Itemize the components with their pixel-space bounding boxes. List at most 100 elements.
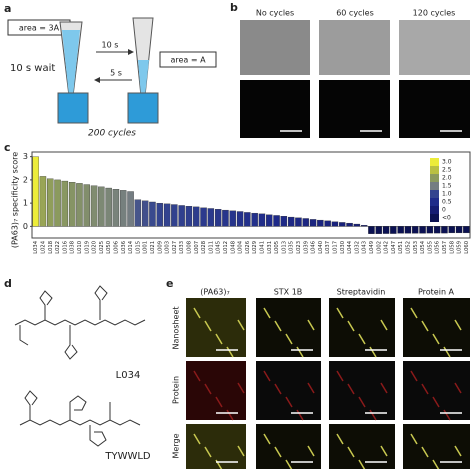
x-tick-label: L007 [194,241,200,254]
x-tick-label: L017 [332,241,338,254]
micrograph [240,20,310,75]
x-tick-label: L023 [296,241,302,254]
bar [324,220,331,227]
bar [149,201,156,227]
bar [90,185,98,227]
bar [54,179,61,227]
bar [426,226,434,234]
fiber [454,319,462,331]
colorbar-label: 0.5 [442,199,452,206]
fiber [454,445,462,457]
pipette-fill [62,30,80,96]
x-tick-label: L043 [362,241,368,254]
fiber [347,320,355,332]
bar [375,226,382,234]
bar [441,226,448,234]
x-tick-label: L029 [252,241,258,254]
bar [463,226,470,234]
fiber [193,307,201,319]
x-tick-label: L024 [40,240,46,253]
bar [200,207,207,227]
column-header: STX 1B [274,288,303,297]
panel-label: a [4,2,11,15]
structure [64,325,78,360]
fiber [380,382,388,394]
fiber [237,319,245,331]
fiber [215,333,223,345]
bar [448,226,455,234]
micrograph [329,298,395,357]
x-tick-label: L022 [55,241,61,254]
bar [404,226,412,234]
bar [251,212,258,227]
x-tick-label: L014 [128,240,134,253]
bar [339,222,346,227]
fiber [215,396,223,408]
x-tick-label: L028 [201,241,207,254]
x-tick-label: L055 [427,241,433,254]
colorbar-swatch [430,198,439,206]
micrograph [186,298,246,357]
y-axis-label: (PA63)₇ specificity score [11,152,20,248]
colorbar-label: 2.5 [442,167,452,174]
x-tick-label: L003 [165,241,171,254]
bar [207,208,215,227]
bar [112,189,120,227]
fiber [296,409,304,421]
bar [156,202,163,227]
micrograph [256,298,321,357]
x-tick-label: L016 [62,241,68,254]
bar [98,186,105,227]
fiber [358,396,366,408]
bar [193,206,200,227]
x-tick-label: L058 [449,241,455,254]
fiber [204,446,212,458]
pipette-fill [138,60,149,96]
fiber [285,459,293,471]
colorbar-swatch [430,182,439,190]
micrograph [319,80,390,138]
annotation: 200 cycles [88,129,136,139]
annotation: 10 s wait [10,63,55,74]
fiber [307,319,315,331]
x-tick-label: L051 [398,241,404,254]
fiber [193,433,201,445]
x-tick-label: L036 [121,241,127,254]
beaker [127,92,159,124]
fiber [432,333,440,345]
x-tick-label: L033 [179,241,185,254]
x-tick-label: L031 [267,241,273,254]
annotation: area = 3A [19,24,60,33]
x-tick-label: L001 [143,241,149,254]
x-tick-label: L057 [442,241,448,254]
panel-label: c [4,141,11,154]
fiber [193,370,201,382]
x-tick-label: L025 [99,241,105,254]
bar [360,225,368,227]
fiber [336,370,344,382]
beaker [57,92,89,124]
x-tick-label: L037 [325,241,331,254]
panel-label: e [166,277,173,290]
bar [222,209,229,227]
bar [302,218,309,227]
fiber [369,346,377,358]
fiber [296,346,304,358]
fiber [204,383,212,395]
x-tick-label: L013 [281,241,287,254]
fiber [347,383,355,395]
fiber [274,446,282,458]
x-tick-label: L045 [216,241,222,254]
colorbar-label: 1.0 [442,191,452,198]
fiber [454,382,462,394]
fiber [274,320,282,332]
colorbar-label: 0 [442,207,446,214]
fiber [347,446,355,458]
bar [353,223,361,227]
bar [61,180,69,227]
x-tick-label: L049 [369,241,375,254]
fiber [380,319,388,331]
colorbar-swatch [430,166,439,174]
column-header: 60 cycles [336,9,374,18]
bar [433,226,441,234]
